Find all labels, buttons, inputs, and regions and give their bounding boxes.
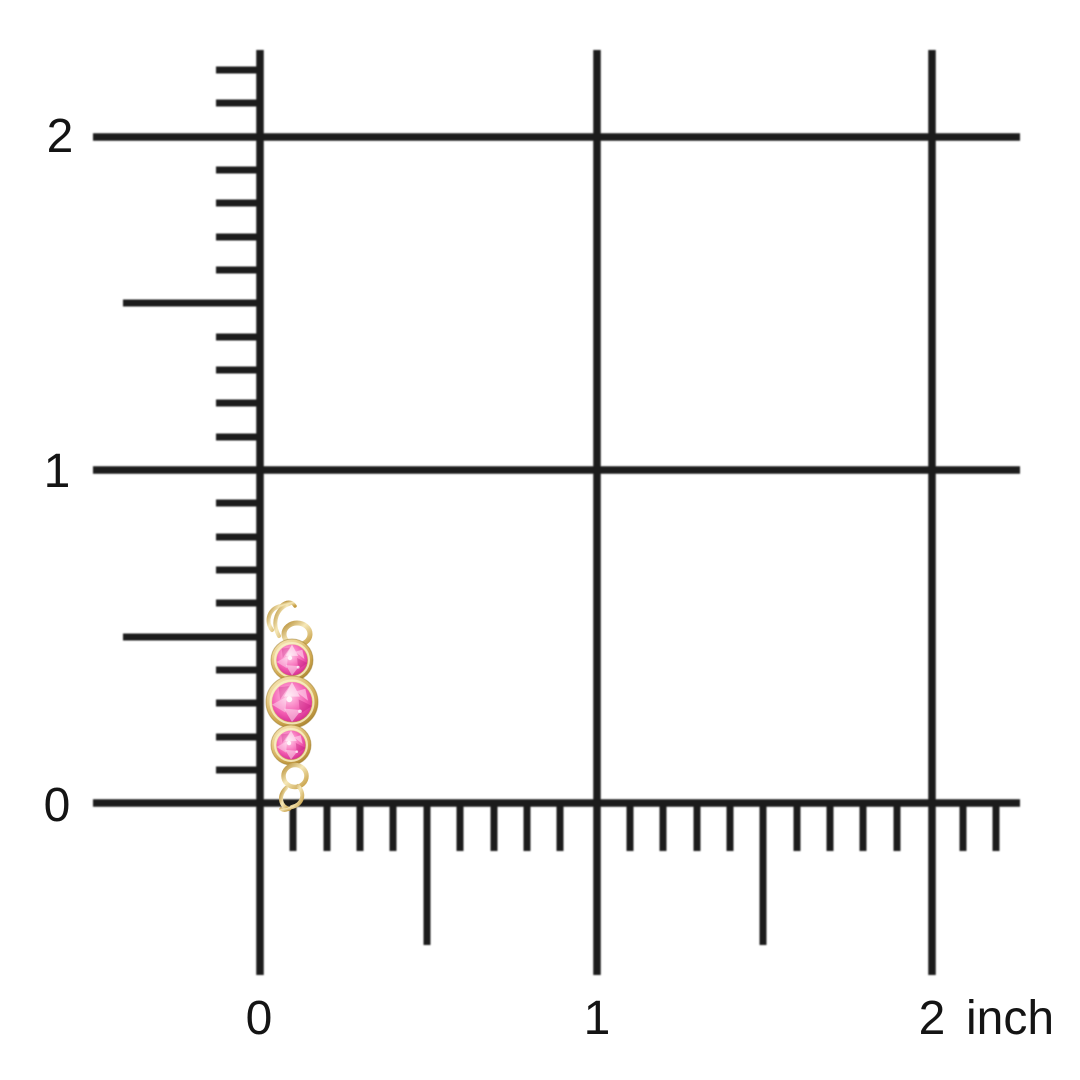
x-axis-label-0: 0	[245, 992, 273, 1045]
pendant-stone-small-bottom	[270, 724, 312, 766]
x-axis-minor-ticks	[289, 804, 1000, 851]
y-axis-label-0: 0	[43, 779, 71, 832]
pendant-stone-small-top	[270, 638, 314, 682]
y-axis-half-inch-ticks	[123, 299, 262, 641]
unit-label: inch	[966, 992, 1055, 1045]
y-axis-minor-ticks	[216, 66, 262, 774]
x-axis-label-1: 1	[583, 992, 611, 1045]
x-axis-label-2: 2	[918, 992, 946, 1045]
grid-lines	[93, 50, 1020, 975]
jewelry-item	[265, 600, 319, 812]
pendant-bottom-chain	[279, 762, 309, 812]
bezel-inner-rim	[269, 679, 315, 725]
horizontal-grid-lines	[93, 133, 1020, 807]
bezel-inner-rim	[274, 728, 308, 762]
y-axis-label-2: 2	[46, 110, 74, 163]
y-axis-label-1: 1	[43, 445, 71, 498]
x-axis-half-inch-ticks	[423, 804, 767, 945]
pendant-stone-large	[265, 675, 319, 729]
pendant-top-chain	[266, 600, 313, 648]
